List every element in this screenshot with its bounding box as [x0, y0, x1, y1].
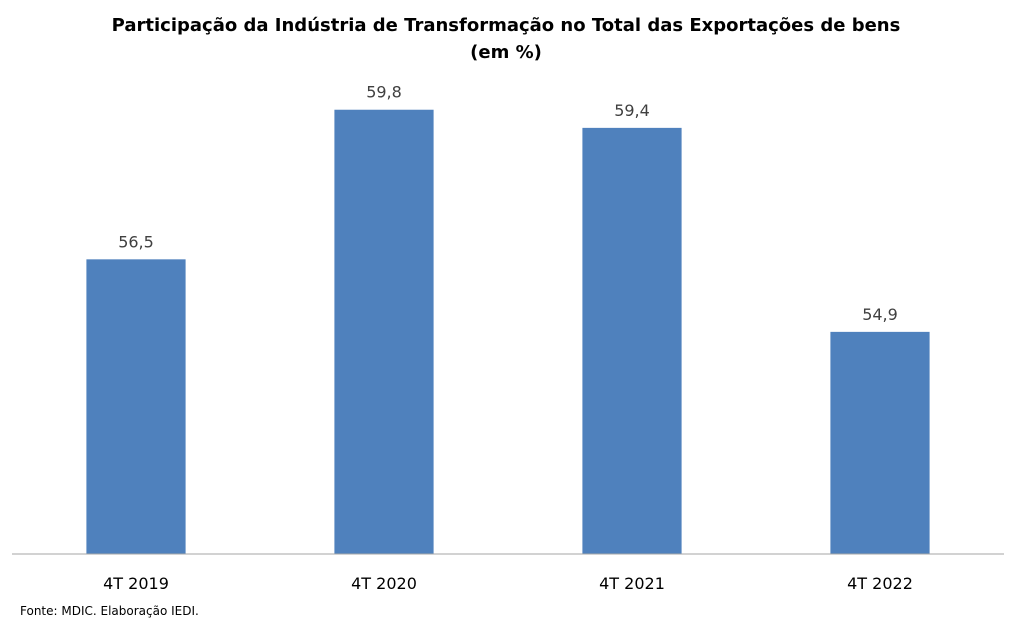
bar-4t-2022 [830, 331, 930, 554]
bars-layer [86, 109, 930, 554]
bar-4t-2020 [334, 109, 434, 554]
data-label: 59,4 [614, 101, 650, 120]
bar-4t-2019 [86, 259, 186, 554]
chart-title: Participação da Indústria de Transformaç… [111, 15, 901, 36]
category-tick-labels-layer: 4T 2019 4T 2020 4T 2021 4T 2022 [103, 574, 913, 593]
x-tick-label: 4T 2022 [847, 574, 913, 593]
x-tick-label: 4T 2020 [351, 574, 417, 593]
data-label: 59,8 [366, 83, 402, 102]
chart-title-block: Participação da Indústria de Transformaç… [0, 12, 1012, 66]
value-labels-layer: 56,5 59,8 59,4 54,9 [118, 83, 898, 324]
x-tick-label: 4T 2019 [103, 574, 169, 593]
data-label: 56,5 [118, 232, 154, 251]
source-note: Fonte: MDIC. Elaboração IEDI. [20, 604, 199, 618]
bar-4t-2021 [582, 127, 682, 554]
x-tick-label: 4T 2021 [599, 574, 665, 593]
chart-subtitle: (em %) [470, 42, 542, 63]
data-label: 54,9 [862, 305, 898, 324]
